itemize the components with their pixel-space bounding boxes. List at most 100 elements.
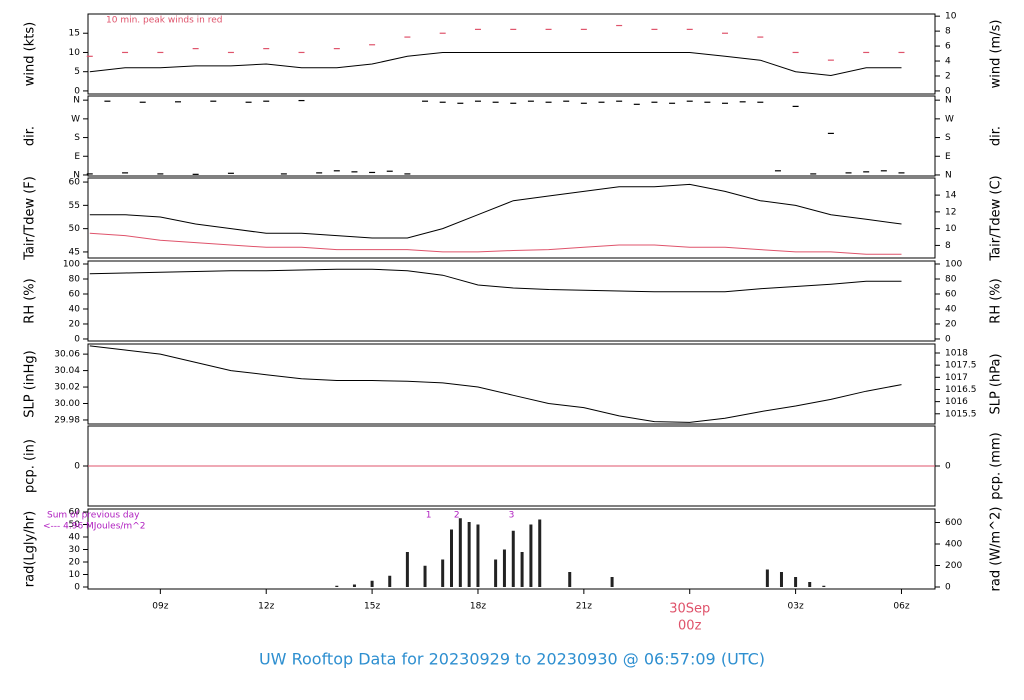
y-tick-label: W bbox=[71, 114, 80, 124]
y-tick-label: 20 bbox=[69, 558, 81, 568]
panel-frame bbox=[87, 95, 936, 177]
x-tick-label: 00z bbox=[678, 619, 702, 634]
y-axis-label: wind (kts) bbox=[23, 22, 38, 86]
y2-tick-label: 100 bbox=[945, 259, 962, 269]
x-tick-label: 03z bbox=[788, 602, 804, 612]
y2-axis-label: wind (m/s) bbox=[989, 20, 1004, 89]
x-tick-label: 21z bbox=[576, 602, 592, 612]
y2-tick-label: 80 bbox=[945, 274, 957, 284]
y2-tick-label: 10 bbox=[945, 12, 957, 22]
panel-frame bbox=[87, 13, 936, 95]
y-tick-label: 0 bbox=[74, 583, 80, 593]
y2-tick-label: 10 bbox=[945, 224, 957, 234]
y2-tick-label: 60 bbox=[945, 289, 957, 299]
y2-tick-label: 6 bbox=[945, 42, 951, 52]
y2-tick-label: 2 bbox=[945, 71, 951, 81]
marker-label: 3 bbox=[509, 511, 515, 521]
data-line bbox=[89, 345, 902, 423]
y-tick-label: 30.04 bbox=[54, 366, 80, 376]
y-tick-label: 30.02 bbox=[54, 383, 80, 393]
y-tick-label: 60 bbox=[69, 508, 81, 518]
x-tick-label: 06z bbox=[893, 602, 909, 612]
y-tick-label: 10 bbox=[69, 48, 81, 58]
y2-tick-label: E bbox=[945, 152, 951, 162]
y-tick-label: 30.06 bbox=[54, 350, 80, 360]
y2-tick-label: 0 bbox=[945, 583, 951, 593]
y2-axis-label: rad (W/m^2) bbox=[989, 507, 1004, 592]
y-axis-label: dir. bbox=[23, 126, 38, 146]
date-label: 30Sep bbox=[669, 602, 710, 617]
y2-tick-label: S bbox=[945, 133, 951, 143]
y2-axis-label: dir. bbox=[989, 126, 1004, 146]
marker-label: 1 bbox=[426, 511, 432, 521]
y-tick-label: 20 bbox=[69, 319, 81, 329]
data-line bbox=[89, 52, 902, 77]
y-tick-label: N bbox=[73, 96, 80, 106]
panel-frame bbox=[87, 508, 936, 590]
y-tick-label: 5 bbox=[74, 67, 80, 77]
y-tick-label: 50 bbox=[69, 224, 81, 234]
y-tick-label: 40 bbox=[69, 304, 81, 314]
y2-tick-label: 200 bbox=[945, 561, 962, 571]
y-tick-label: 29.98 bbox=[54, 415, 80, 425]
y2-tick-label: 14 bbox=[945, 191, 957, 201]
panel-frame bbox=[87, 260, 936, 342]
y2-tick-label: 4 bbox=[945, 57, 951, 67]
y-tick-label: 30 bbox=[69, 545, 81, 555]
y2-tick-label: 20 bbox=[945, 319, 957, 329]
y-tick-label: 0 bbox=[74, 334, 80, 344]
y-tick-label: 80 bbox=[69, 274, 81, 284]
y2-tick-label: 1016 bbox=[945, 397, 968, 407]
y2-tick-label: 0 bbox=[945, 86, 951, 96]
y2-tick-label: 40 bbox=[945, 304, 957, 314]
y-tick-label: N bbox=[73, 170, 80, 180]
panel-frame bbox=[87, 177, 936, 259]
note: Sum of previous day bbox=[47, 511, 140, 521]
y-tick-label: 0 bbox=[74, 462, 80, 472]
y-tick-label: 40 bbox=[69, 533, 81, 543]
y-tick-label: 60 bbox=[69, 178, 81, 188]
data-line bbox=[89, 268, 902, 293]
y2-axis-label: Tair/Tdew (C) bbox=[989, 175, 1004, 261]
marker-label: 2 bbox=[454, 511, 460, 521]
data-line bbox=[89, 232, 902, 255]
y-tick-label: 55 bbox=[69, 201, 80, 211]
y2-tick-label: 12 bbox=[945, 207, 956, 217]
y2-tick-label: N bbox=[945, 170, 952, 180]
note: <--- 4.96 MJoules/m^2 bbox=[43, 522, 145, 532]
panel-frame bbox=[87, 343, 936, 425]
y-axis-label: pcp. (in) bbox=[23, 439, 38, 493]
y2-tick-label: 1017.5 bbox=[945, 361, 977, 371]
y-tick-label: 45 bbox=[69, 247, 80, 257]
y2-tick-label: N bbox=[945, 96, 952, 106]
y-axis-label: RH (%) bbox=[23, 278, 38, 323]
y2-tick-label: 400 bbox=[945, 540, 962, 550]
y-axis-label: Tair/Tdew (F) bbox=[23, 176, 38, 261]
y-tick-label: 50 bbox=[69, 520, 81, 530]
y-axis-label: rad(Lgly/hr) bbox=[23, 511, 38, 587]
x-tick-label: 18z bbox=[470, 602, 486, 612]
y2-axis-label: pcp. (mm) bbox=[989, 432, 1004, 499]
y-tick-label: 60 bbox=[69, 289, 81, 299]
y2-tick-label: 1017 bbox=[945, 373, 968, 383]
chart-title: UW Rooftop Data for 20230929 to 20230930… bbox=[259, 650, 765, 669]
y-axis-label: SLP (inHg) bbox=[23, 350, 38, 418]
y-tick-label: 100 bbox=[63, 259, 80, 269]
y-tick-label: 10 bbox=[69, 570, 81, 580]
y-tick-label: 15 bbox=[69, 29, 80, 39]
y2-tick-label: 1018 bbox=[945, 348, 968, 358]
y2-axis-label: SLP (hPa) bbox=[989, 353, 1004, 414]
y2-tick-label: 1016.5 bbox=[945, 385, 977, 395]
y-tick-label: 0 bbox=[74, 86, 80, 96]
y2-tick-label: 0 bbox=[945, 334, 951, 344]
y2-tick-label: 600 bbox=[945, 518, 962, 528]
x-tick-label: 15z bbox=[364, 602, 380, 612]
y2-tick-label: 0 bbox=[945, 462, 951, 472]
y2-tick-label: 8 bbox=[945, 241, 951, 251]
x-tick-label: 09z bbox=[152, 602, 168, 612]
y-tick-label: S bbox=[74, 133, 80, 143]
y2-tick-label: 8 bbox=[945, 27, 951, 37]
data-line bbox=[89, 183, 902, 239]
y2-axis-label: RH (%) bbox=[989, 278, 1004, 323]
